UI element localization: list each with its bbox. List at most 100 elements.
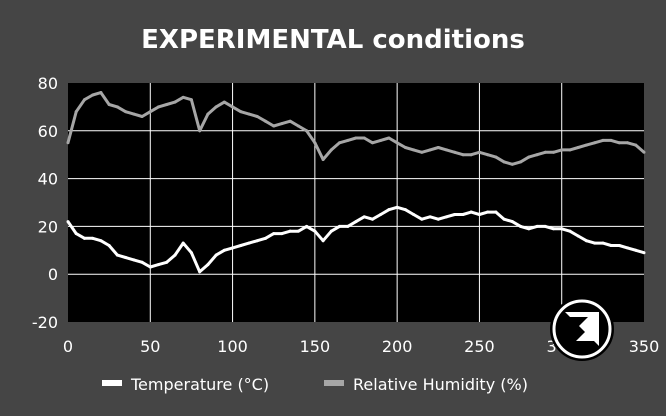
data-point [642, 251, 646, 255]
data-point [510, 162, 514, 166]
data-point [593, 241, 597, 245]
data-point [305, 129, 309, 133]
data-point [173, 100, 177, 104]
data-point [288, 229, 292, 233]
data-point [91, 93, 95, 97]
data-point [198, 270, 202, 274]
data-point [165, 103, 169, 107]
data-point [395, 205, 399, 209]
data-point [354, 136, 358, 140]
y-tick-label: 80 [38, 74, 58, 93]
data-point [494, 155, 498, 159]
y-axis: -20 0 20 40 60 80 [32, 74, 58, 332]
data-point [288, 119, 292, 123]
x-tick-label: 50 [140, 337, 160, 356]
x-tick-label: 350 [629, 337, 660, 356]
x-tick-label: 0 [63, 337, 73, 356]
data-point [584, 143, 588, 147]
data-point [329, 229, 333, 233]
data-point [436, 217, 440, 221]
gridlines [68, 83, 644, 322]
data-point [82, 98, 86, 102]
data-point [239, 110, 243, 114]
watermark-logo-icon [550, 297, 614, 361]
data-point [66, 220, 70, 224]
data-point [296, 124, 300, 128]
data-point [272, 232, 276, 236]
data-point [560, 227, 564, 231]
data-point [502, 217, 506, 221]
data-point [412, 212, 416, 216]
data-point [115, 253, 119, 257]
data-point [436, 146, 440, 150]
data-point [66, 141, 70, 145]
data-point [519, 224, 523, 228]
data-point [560, 148, 564, 152]
data-point [387, 136, 391, 140]
data-point [617, 141, 621, 145]
data-point [74, 110, 78, 114]
data-point [107, 244, 111, 248]
data-point [403, 146, 407, 150]
data-point [198, 129, 202, 133]
data-point [420, 217, 424, 221]
data-point [272, 124, 276, 128]
data-point [519, 160, 523, 164]
data-point [617, 244, 621, 248]
data-point [255, 114, 259, 118]
x-tick-label: 250 [464, 337, 495, 356]
data-point [157, 105, 161, 109]
data-point [527, 155, 531, 159]
data-point [626, 246, 630, 250]
data-point [214, 105, 218, 109]
data-point [379, 138, 383, 142]
data-point [453, 212, 457, 216]
data-point [313, 229, 317, 233]
data-point [362, 215, 366, 219]
data-point [338, 224, 342, 228]
data-point [214, 253, 218, 257]
data-point [263, 236, 267, 240]
data-point [189, 251, 193, 255]
data-point [140, 260, 144, 264]
data-point [551, 227, 555, 231]
data-point [568, 148, 572, 152]
y-tick-label: -20 [32, 313, 58, 332]
data-point [642, 150, 646, 154]
data-point [148, 265, 152, 269]
plot-area [68, 83, 644, 322]
data-point [231, 105, 235, 109]
chart-title: EXPERIMENTAL conditions [141, 25, 525, 55]
data-point [132, 112, 136, 116]
data-point [428, 148, 432, 152]
data-point [535, 153, 539, 157]
data-point [469, 153, 473, 157]
data-point [181, 95, 185, 99]
data-point [469, 210, 473, 214]
data-point [510, 220, 514, 224]
legend: Temperature (°C) Relative Humidity (%) [102, 375, 528, 394]
data-point [568, 229, 572, 233]
data-point [609, 138, 613, 142]
data-point [124, 255, 128, 259]
data-point [231, 246, 235, 250]
data-point [296, 229, 300, 233]
data-point [91, 236, 95, 240]
data-point [305, 224, 309, 228]
data-point [239, 244, 243, 248]
data-point [403, 208, 407, 212]
data-point [445, 148, 449, 152]
data-point [321, 157, 325, 161]
data-point [576, 234, 580, 238]
data-point [157, 263, 161, 267]
data-point [370, 141, 374, 145]
y-tick-label: 20 [38, 217, 58, 236]
data-point [280, 122, 284, 126]
data-point [247, 241, 251, 245]
data-point [362, 136, 366, 140]
data-point [329, 148, 333, 152]
data-point [412, 148, 416, 152]
data-point [461, 153, 465, 157]
data-point [115, 105, 119, 109]
